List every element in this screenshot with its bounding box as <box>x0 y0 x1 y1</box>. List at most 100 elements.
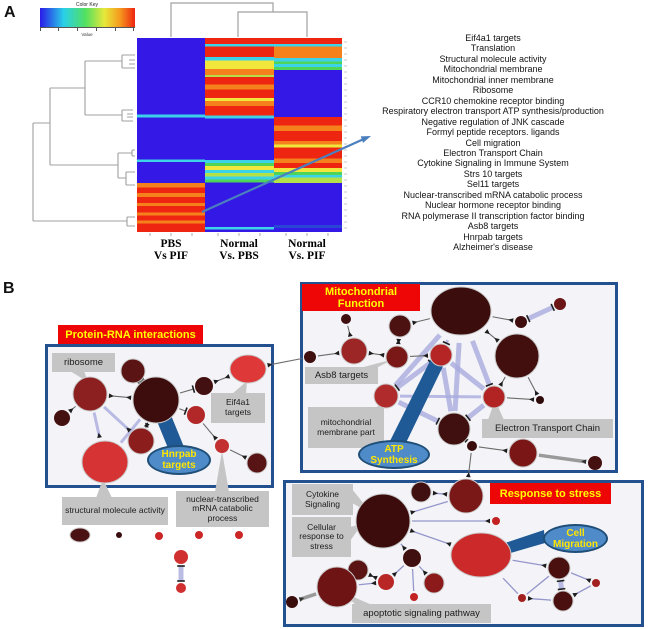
node-s9 <box>423 572 445 594</box>
node-m6 <box>385 345 409 369</box>
node-n11 <box>246 452 268 474</box>
edge-m7-m10 <box>449 361 486 391</box>
edge-n4-n6 <box>119 418 142 444</box>
pathway-item: Structural molecule activity <box>439 53 547 64</box>
node-n7 <box>195 377 213 395</box>
pathway-item: Cytokine Signaling in Immune System <box>417 158 569 169</box>
node-s1 <box>410 481 432 503</box>
node-m9 <box>437 412 471 446</box>
node-s10 <box>410 593 418 601</box>
pathway-item: Electron Transport Chain <box>443 147 543 158</box>
pathway-item: Negative regulation of JNK cascade <box>421 116 565 127</box>
heatmap-col-label-3: Normal Vs. PIF <box>288 238 326 262</box>
pathway-item: CCR10 chemokine receptor binding <box>421 95 565 106</box>
row-dendrogram <box>32 54 135 227</box>
node-n2 <box>54 410 70 426</box>
column-dendrogram <box>170 2 308 37</box>
node-m4 <box>340 337 368 365</box>
node-n1 <box>72 376 108 412</box>
annotation-arrow <box>201 136 371 214</box>
edge-n8-m5 <box>267 357 303 366</box>
edge-s13-s16 <box>526 575 550 595</box>
panel-b-label: B <box>3 280 15 297</box>
edge-m16-m17 <box>538 453 587 464</box>
edge-m1-m10 <box>470 339 492 386</box>
edge-s2-s3 <box>410 500 448 514</box>
node-s2 <box>448 478 484 514</box>
node-n10 <box>215 439 229 453</box>
node-n8 <box>229 354 267 384</box>
heatmap <box>137 38 342 232</box>
heatmap-column-1 <box>137 38 206 232</box>
edge-s3-s5 <box>410 529 451 546</box>
node-m12 <box>536 396 544 404</box>
pathway-item: Asb8 targets <box>467 221 519 232</box>
highlight-cell-migration: Cell Migration <box>543 524 608 553</box>
node-s6 <box>403 549 421 567</box>
node-m14 <box>554 298 566 310</box>
node-s8 <box>378 574 394 590</box>
pathway-item: Eif4a1 targets <box>465 33 521 43</box>
node-n17 <box>174 550 188 564</box>
label-asb8-targets: Asb8 targets <box>305 367 378 384</box>
heatmap-column-3 <box>273 38 342 232</box>
color-key-gradient <box>39 8 135 27</box>
pathway-item: Nuclear-transcribed mRNA catabolic proce… <box>403 189 583 200</box>
node-n16 <box>235 531 243 539</box>
label-cellular-response-to-stress: Cellular response to stress <box>292 517 351 557</box>
pathway-item: Strs 10 targets <box>463 168 523 179</box>
node-s13 <box>547 556 571 580</box>
pathway-item: Alzheimer's disease <box>453 242 533 253</box>
edge-m1-m8 <box>393 333 442 388</box>
cluster-title-stress: Response to stress <box>490 483 611 504</box>
pathway-item: RNA polymerase II transcription factor b… <box>401 210 585 221</box>
highlight-atp-synthesis: ATP Synthesis <box>358 440 430 469</box>
node-n15 <box>195 531 203 539</box>
heatmap-col-label-1: PBS Vs PIF <box>153 238 189 262</box>
node-m11 <box>494 333 540 379</box>
cluster-title-mitochondrial: Mitochondrial Function <box>302 284 420 311</box>
pathway-item: Ribosome <box>472 85 514 96</box>
node-m10 <box>482 385 506 409</box>
color-key-ticks <box>39 27 135 32</box>
label-apoptotic-signaling-pathway: apoptotic signaling pathway <box>352 604 491 623</box>
pathway-item: Mitochondrial membrane <box>443 64 543 75</box>
panel-a-label: A <box>4 4 16 21</box>
highlight-hnrpab-targets: Hnrpab targets <box>147 445 211 475</box>
panel-a-annotations <box>149 41 371 236</box>
pathway-item: Sel11 targets <box>466 179 520 190</box>
node-s16 <box>518 594 526 602</box>
heatmap-column-2 <box>205 38 274 232</box>
edge-m1-m9 <box>452 342 462 412</box>
node-n3 <box>120 358 146 384</box>
node-n5 <box>127 427 155 455</box>
label-mitochondrial-membrane-part: mitochondrial membrane part <box>308 407 384 448</box>
node-n12 <box>69 527 91 543</box>
node-m7 <box>429 343 453 367</box>
edge-s6-s10 <box>411 568 415 592</box>
node-m3 <box>388 314 412 338</box>
edge-m7-m9 <box>440 367 454 412</box>
pathway-item: Cell migration <box>465 137 521 148</box>
node-s4 <box>492 517 500 525</box>
pathway-item: Hnrpab targets <box>463 231 523 242</box>
node-n9 <box>187 406 205 424</box>
color-key-title: Color Key <box>76 2 98 8</box>
edge-n1-n5 <box>102 405 131 432</box>
pathway-item: Mitochondrial inner membrane <box>432 74 554 85</box>
node-m1 <box>430 286 492 336</box>
label-cytokine-signaling: Cytokine Signaling <box>292 484 353 515</box>
node-m17 <box>588 456 602 470</box>
cluster-title-protein-rna: Protein-RNA interactions <box>58 325 203 344</box>
node-n6 <box>81 440 129 484</box>
label-ribosome: ribosome <box>52 353 115 372</box>
edge-s5-s13 <box>512 559 547 567</box>
label-electron-transport-chain: Electron Transport Chain <box>482 419 613 438</box>
node-n4 <box>132 376 180 424</box>
node-s3 <box>355 493 411 549</box>
edge-n4-n9 <box>179 408 186 412</box>
pathway-item: Nuclear hormone receptor binding <box>424 200 562 211</box>
pathway-list: Eif4a1 targets Translation Structural mole… <box>348 33 638 253</box>
